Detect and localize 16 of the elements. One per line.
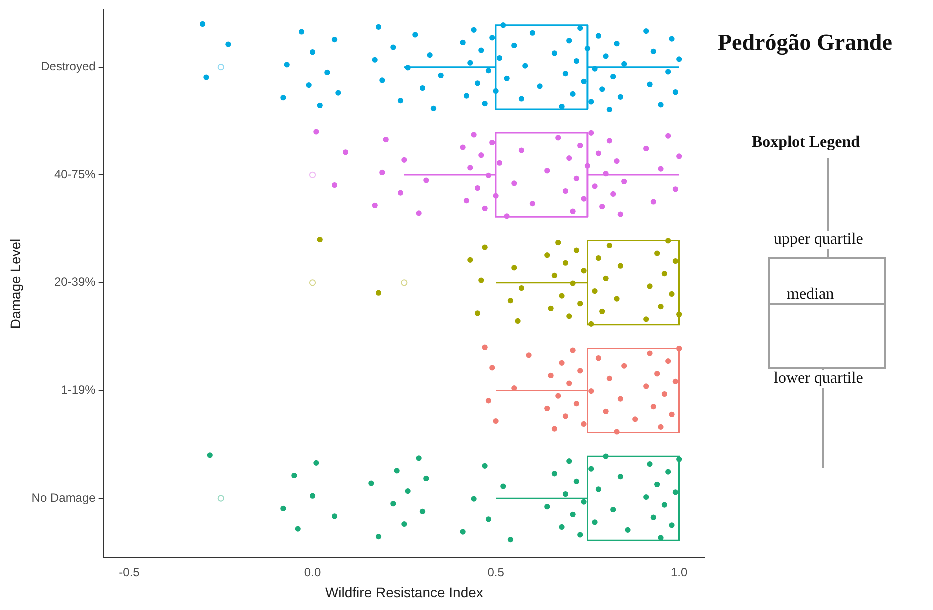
x-axis-title: Wildfire Resistance Index	[325, 584, 484, 600]
y-tick-label: 1-19%	[61, 383, 96, 398]
text: lower quartile	[774, 370, 864, 388]
text: Boxplot Legend	[752, 134, 860, 152]
y-tick-label: 40-75%	[54, 167, 96, 182]
y-tick-label: No Damage	[32, 490, 96, 505]
y-tick-label: Destroyed	[41, 60, 96, 74]
x-tick-label: 0.5	[488, 565, 505, 580]
text: median	[787, 286, 834, 304]
text: Pedrógão Grande	[718, 30, 892, 56]
x-tick-label: -0.5	[119, 565, 140, 580]
x-tick-label: 0.0	[304, 565, 322, 580]
y-axis-title: Damage Level	[7, 238, 24, 330]
x-tick-label: 1.0	[670, 565, 688, 580]
y-tick-label: 20-39%	[54, 275, 96, 290]
text: upper quartile	[774, 231, 864, 249]
